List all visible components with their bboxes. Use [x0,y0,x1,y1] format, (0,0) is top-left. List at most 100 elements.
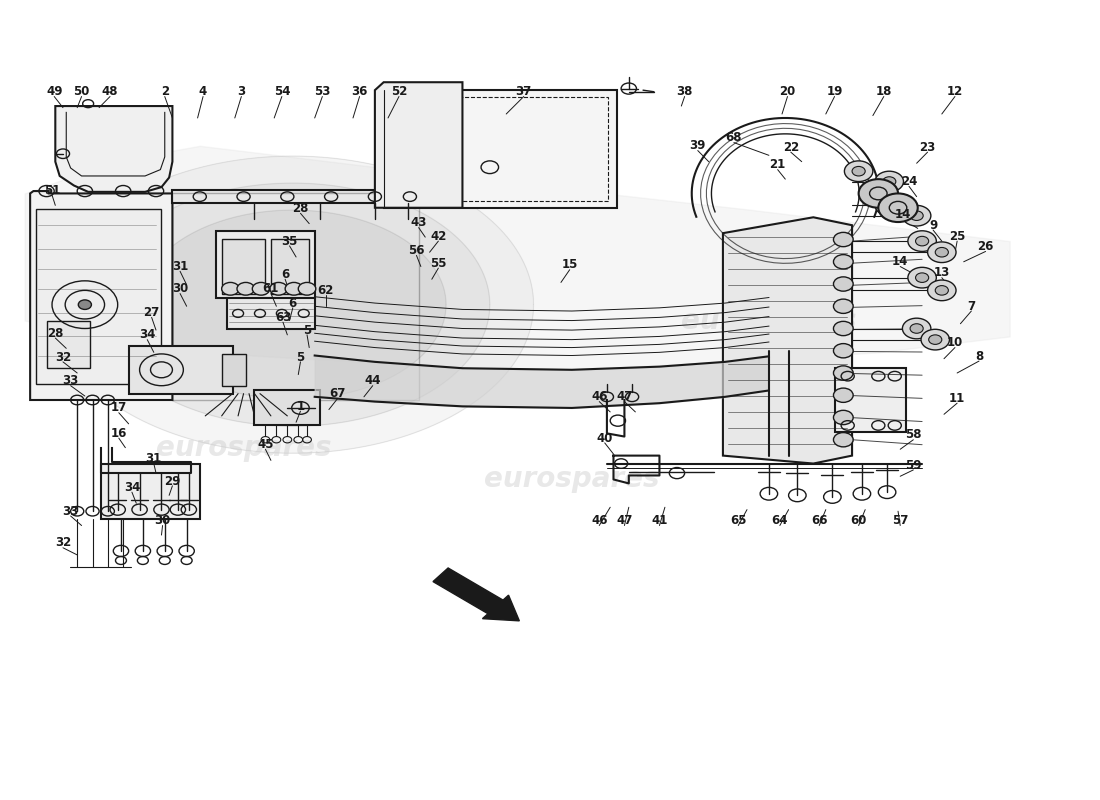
Text: 40: 40 [596,432,613,445]
Text: 26: 26 [978,240,993,253]
FancyBboxPatch shape [222,238,265,294]
Circle shape [910,211,923,221]
Text: 44: 44 [364,374,381,387]
Circle shape [270,282,287,295]
Text: 67: 67 [330,387,345,400]
FancyBboxPatch shape [384,90,617,208]
Text: 22: 22 [783,141,799,154]
Text: 61: 61 [263,282,279,295]
Text: 33: 33 [63,505,79,518]
Text: 11: 11 [949,392,966,405]
Text: 41: 41 [651,514,668,527]
Text: 54: 54 [274,86,290,98]
Circle shape [902,318,931,339]
Text: 23: 23 [920,141,936,154]
Text: 7: 7 [967,300,976,313]
Circle shape [921,330,949,350]
Text: 48: 48 [102,86,119,98]
FancyArrow shape [433,568,519,621]
Text: 14: 14 [894,208,911,221]
Text: 36: 36 [351,86,367,98]
Circle shape [222,282,239,295]
Polygon shape [55,106,173,192]
Text: 47: 47 [616,390,632,403]
Text: eurospares: eurospares [484,466,660,494]
Polygon shape [227,298,315,329]
Text: 18: 18 [876,86,892,98]
Text: 43: 43 [410,216,427,230]
Text: 53: 53 [315,86,330,98]
Circle shape [834,277,854,291]
Text: 31: 31 [172,260,188,273]
FancyBboxPatch shape [222,354,245,386]
Text: 51: 51 [44,184,60,197]
Text: 65: 65 [730,514,747,527]
Circle shape [908,267,936,288]
Text: 56: 56 [408,244,425,257]
Polygon shape [173,190,425,203]
Text: 31: 31 [145,452,162,466]
FancyBboxPatch shape [35,210,162,384]
Circle shape [859,179,898,208]
Circle shape [876,171,903,192]
Text: 33: 33 [63,374,79,387]
Polygon shape [723,218,852,463]
Text: eurospares: eurospares [681,306,857,334]
Circle shape [908,230,936,251]
Text: 6: 6 [280,268,289,281]
Text: 28: 28 [47,326,64,340]
Circle shape [298,282,316,295]
Text: 9: 9 [928,218,937,232]
Text: 14: 14 [892,255,909,268]
FancyBboxPatch shape [217,230,315,298]
Text: 63: 63 [275,311,292,324]
Text: 32: 32 [55,350,72,363]
Text: 42: 42 [430,230,447,243]
Circle shape [915,273,928,282]
Circle shape [834,343,854,358]
Text: 55: 55 [430,257,447,270]
Circle shape [882,201,895,210]
Circle shape [252,282,270,295]
Circle shape [834,366,854,380]
Circle shape [902,206,931,226]
Circle shape [834,254,854,269]
Text: 2: 2 [161,86,168,98]
FancyBboxPatch shape [271,238,309,294]
Text: 46: 46 [591,390,607,403]
Text: 32: 32 [55,537,72,550]
Text: 27: 27 [143,306,160,319]
Circle shape [928,335,942,344]
Text: 3: 3 [238,86,245,98]
Text: 62: 62 [318,284,333,297]
Text: eurospares: eurospares [156,434,331,462]
Text: 38: 38 [676,86,693,98]
Text: 17: 17 [111,402,126,414]
Text: 57: 57 [892,514,909,527]
Circle shape [878,194,917,222]
Text: 68: 68 [726,131,742,144]
Text: 5: 5 [296,350,305,363]
Text: 60: 60 [850,514,867,527]
FancyBboxPatch shape [835,368,905,432]
Polygon shape [30,191,173,400]
FancyBboxPatch shape [46,321,90,368]
Circle shape [852,166,866,176]
Text: 21: 21 [770,158,785,171]
Text: 46: 46 [591,514,607,527]
Text: 34: 34 [139,328,155,342]
Circle shape [285,282,303,295]
Text: 66: 66 [811,514,827,527]
Circle shape [236,282,254,295]
Circle shape [78,300,91,310]
Text: 39: 39 [690,139,706,152]
Circle shape [834,388,854,402]
Text: 16: 16 [111,427,126,440]
Text: 37: 37 [516,86,532,98]
Circle shape [834,299,854,314]
Text: 6: 6 [288,297,297,310]
Circle shape [910,324,923,334]
Circle shape [882,177,895,186]
Text: 15: 15 [561,258,578,271]
Circle shape [915,236,928,246]
